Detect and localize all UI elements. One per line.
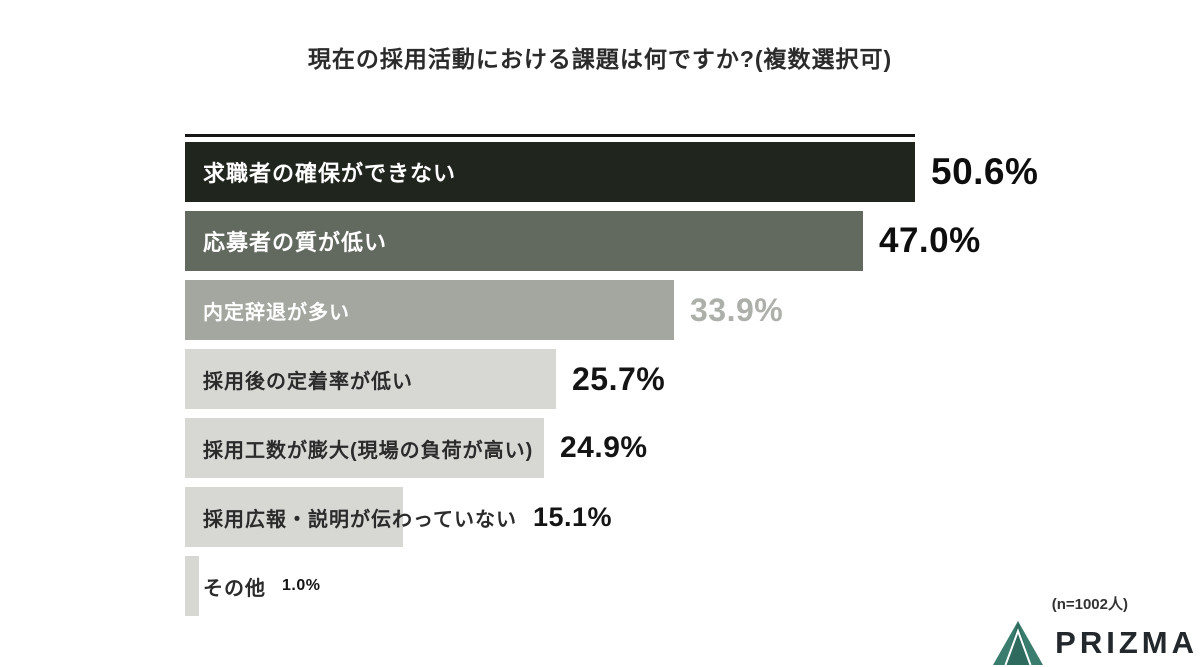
axis-line [185, 134, 915, 137]
prizma-logo: PRIZMA [991, 619, 1198, 667]
sample-size-note: (n=1002人) [1051, 596, 1128, 613]
bar-value: 33.9% [690, 291, 784, 328]
chart-title: 現在の採用活動における課題は何ですか?(複数選択可) [307, 46, 893, 72]
bar-value: 25.7% [572, 360, 666, 397]
bar [185, 349, 556, 409]
bar-value: 1.0% [282, 577, 321, 594]
bar-label: 採用工数が膨大(現場の負荷が高い) [203, 439, 534, 462]
bar-value: 24.9% [560, 431, 648, 464]
bar [185, 280, 674, 340]
bar [185, 211, 863, 271]
bar [185, 487, 403, 547]
bar-label: 求職者の確保ができない [203, 161, 457, 186]
bar-row: 採用後の定着率が低い 25.7% [185, 349, 1195, 409]
bar-label: 採用後の定着率が低い [203, 370, 413, 393]
bar-row: 採用広報・説明が伝わっていない 15.1% [185, 487, 1195, 547]
bar-row: 内定辞退が多い 33.9% [185, 280, 1195, 340]
prizma-triangle-icon [993, 621, 1044, 666]
bar-value: 15.1% [533, 501, 613, 532]
bar-row: 採用工数が膨大(現場の負荷が高い) 24.9% [185, 418, 1195, 478]
bar-label: 内定辞退が多い [203, 301, 350, 324]
bar-chart: 求職者の確保ができない 50.6% 応募者の質が低い 47.0% 内定辞退が多い… [185, 134, 1195, 625]
bar-label: 応募者の質が低い [203, 230, 388, 255]
bar-label: その他 [203, 577, 266, 600]
bar-value: 50.6% [931, 151, 1039, 192]
bar-row: 求職者の確保ができない 50.6% [185, 142, 1195, 202]
bar [185, 142, 915, 202]
bar-value: 47.0% [879, 221, 981, 260]
bar-row: 応募者の質が低い 47.0% [185, 211, 1195, 271]
bar [185, 418, 544, 478]
bar-row: その他 1.0% [185, 556, 1195, 616]
bar-label: 採用広報・説明が伝わっていない [203, 508, 517, 531]
prizma-logo-text: PRIZMA [1055, 625, 1198, 660]
bar [185, 556, 199, 616]
